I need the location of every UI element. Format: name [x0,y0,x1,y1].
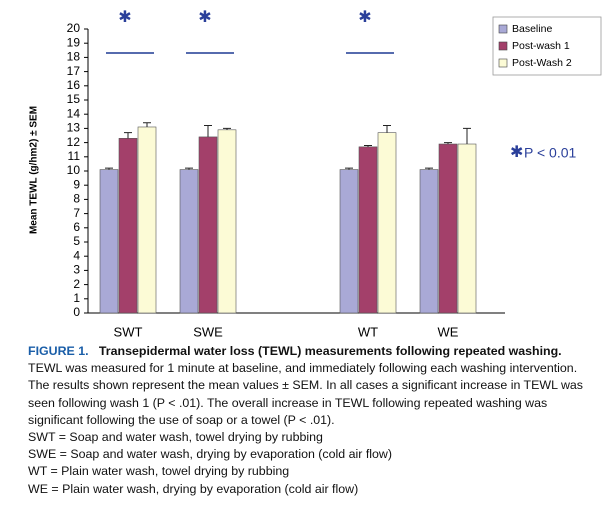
error-bar [143,122,151,127]
y-tick-label: 7 [73,206,80,220]
legend-swatch [498,58,508,68]
significance-symbol: ✱ [510,144,523,161]
caption-heading: FIGURE 1. Transepidermal water loss (TEW… [28,343,593,360]
y-tick-label: 15 [67,92,81,106]
caption-title: Transepidermal water loss (TEWL) measure… [98,344,562,358]
y-tick-label: 0 [73,305,80,319]
y-tick-label: 19 [67,35,81,49]
bar [438,143,458,314]
y-tick-label: 11 [68,149,81,163]
y-tick-label: 18 [67,50,81,64]
significance-label: P < 0.01 [524,145,577,161]
y-tick-label: 20 [67,21,81,35]
legend-box [492,16,602,76]
y-tick-label: 13 [67,121,81,135]
error-bar [185,167,193,170]
x-tick-label: SWE [193,324,223,339]
y-tick-label: 14 [67,106,81,120]
error-bar [444,142,452,145]
error-bar [124,132,132,139]
significance-mark: ✱ [118,9,131,26]
bar [118,138,138,314]
y-tick-label: 12 [67,135,81,149]
y-tick-label: 5 [73,234,80,248]
error-bar [105,167,113,170]
bar [339,169,359,314]
bar [99,169,119,314]
y-tick-label: 10 [67,163,81,177]
y-tick-label: 16 [67,78,81,92]
definition: WE = Plain water wash, drying by evapora… [28,481,359,496]
legend-label: Baseline [512,23,552,35]
y-tick-label: 9 [73,177,80,191]
error-bar [463,127,471,145]
y-tick-label: 6 [73,220,80,234]
y-axis-label: Mean TEWL (g/hm2) ± SEM [29,106,40,234]
y-tick-label: 1 [73,291,80,305]
error-bar [345,167,353,170]
error-bar [364,144,372,147]
significance-mark: ✱ [198,9,211,26]
y-tick-label: 4 [73,248,80,262]
error-bar [425,167,433,170]
bar [198,136,218,314]
bar [179,169,199,314]
legend-label: Post-wash 1 [512,40,570,52]
bar [217,129,237,314]
caption-text: TEWL was measured for 1 minute at baseli… [28,361,583,427]
definition: SWE = Soap and water wash, drying by eva… [28,447,392,462]
bar [377,132,397,314]
y-tick-label: 3 [73,263,80,277]
bar [358,146,378,314]
error-bar [223,127,231,130]
definitions: SWT = Soap and water wash, towel drying … [28,429,593,498]
caption: FIGURE 1. Transepidermal water loss (TEW… [28,343,593,498]
bar [457,143,477,314]
y-tick-label: 2 [73,277,80,291]
chart: Mean TEWL (g/hm2) ± SEM 0123456789101112… [29,9,602,339]
error-bar [383,125,391,133]
y-tick-label: 8 [73,192,80,206]
bar [137,126,157,314]
legend-swatch [498,41,508,51]
x-tick-label: WE [438,324,459,339]
y-tick-label: 17 [67,64,81,78]
error-bar [204,125,212,137]
legend-swatch [498,24,508,34]
definition: WT = Plain water wash, towel drying by r… [28,464,290,479]
significance-mark: ✱ [358,9,371,26]
caption-label: FIGURE 1. [28,344,89,358]
x-tick-label: SWT [114,324,143,339]
bar [419,169,439,314]
legend-label: Post-Wash 2 [512,57,572,69]
x-tick-label: WT [358,324,378,339]
definition: SWT = Soap and water wash, towel drying … [28,430,323,445]
